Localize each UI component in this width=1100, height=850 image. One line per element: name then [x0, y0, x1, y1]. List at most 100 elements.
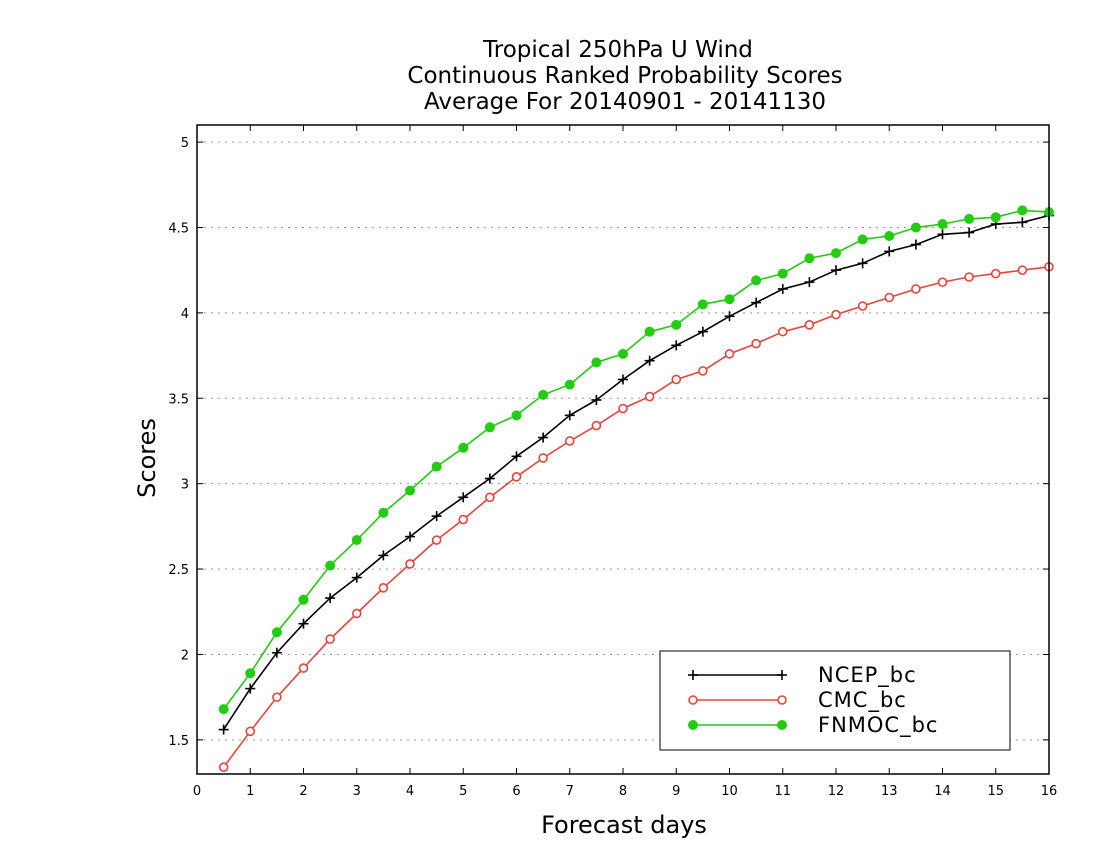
data-point-ncep-bc	[724, 311, 735, 322]
data-point-ncep-bc	[804, 277, 815, 288]
data-point-fnmoc-bc	[298, 594, 309, 605]
data-point-fnmoc-bc	[271, 627, 282, 638]
legend-label-ncep-bc: NCEP_bc	[818, 663, 917, 688]
legend-marker	[777, 695, 787, 705]
data-point-cmc-bc	[618, 403, 628, 414]
data-point-cmc-bc	[724, 349, 735, 359]
data-point-fnmoc-bc	[857, 234, 868, 245]
x-axis-label: Forecast days	[541, 811, 707, 839]
x-tick-label: 13	[881, 784, 898, 799]
data-point-fnmoc-bc	[990, 212, 1001, 223]
data-point-cmc-bc	[325, 634, 335, 644]
x-axis: 0 1 2 3 4 5 6 7 8 9 10 11 12 13 14 15 16	[193, 125, 1057, 799]
data-point-ncep-bc	[884, 246, 895, 257]
data-point-cmc-bc	[511, 472, 522, 482]
legend-marker	[777, 720, 787, 730]
x-tick-label: 5	[459, 784, 467, 799]
data-point-cmc-bc	[804, 320, 815, 330]
data-point-fnmoc-bc	[777, 268, 788, 279]
data-point-fnmoc-bc	[831, 248, 841, 259]
x-tick-label: 12	[828, 784, 845, 799]
data-point-cmc-bc	[911, 284, 921, 294]
data-point-cmc-bc	[937, 277, 948, 287]
y-tick-label: 5	[181, 136, 189, 151]
x-tick-label: 15	[987, 784, 1004, 799]
data-point-ncep-bc	[1017, 217, 1028, 228]
data-point-cmc-bc	[538, 453, 548, 463]
data-point-cmc-bc	[884, 292, 895, 303]
data-point-ncep-bc	[937, 229, 948, 240]
x-tick-label: 7	[566, 784, 574, 799]
y-tick-label: 2	[181, 648, 189, 663]
data-point-cmc-bc	[831, 309, 841, 320]
data-point-ncep-bc	[964, 227, 975, 238]
data-point-ncep-bc	[245, 683, 256, 694]
data-point-cmc-bc	[218, 762, 229, 772]
data-point-ncep-bc	[325, 593, 336, 604]
data-point-cmc-bc	[698, 366, 708, 376]
data-point-ncep-bc	[484, 473, 495, 484]
data-point-cmc-bc	[272, 692, 282, 702]
data-point-fnmoc-bc	[618, 348, 628, 359]
chart-title-line-2: Continuous Ranked Probability Scores	[407, 63, 842, 89]
x-tick-label: 3	[353, 784, 361, 799]
data-point-ncep-bc	[351, 572, 362, 583]
series-layer	[218, 205, 1054, 772]
data-point-fnmoc-bc	[218, 704, 229, 715]
data-point-cmc-bc	[751, 338, 761, 349]
data-point-cmc-bc	[591, 420, 602, 431]
data-point-cmc-bc	[857, 301, 868, 311]
x-tick-label: 2	[299, 784, 307, 799]
data-point-ncep-bc	[538, 432, 549, 443]
data-point-cmc-bc	[964, 272, 974, 282]
data-point-cmc-bc	[431, 535, 442, 545]
data-point-ncep-bc	[458, 492, 469, 503]
x-tick-label: 8	[619, 784, 627, 799]
y-axis: 1.5 2 2.5 3 3.5 4 4.5 5	[168, 136, 1049, 749]
data-point-ncep-bc	[644, 355, 655, 366]
y-tick-label: 1.5	[168, 734, 189, 749]
data-point-fnmoc-bc	[538, 389, 549, 400]
data-point-fnmoc-bc	[405, 485, 415, 496]
data-point-cmc-bc	[245, 726, 256, 737]
data-point-fnmoc-bc	[937, 219, 948, 230]
data-point-ncep-bc	[218, 724, 229, 735]
legend-marker	[688, 695, 698, 705]
x-tick-label: 14	[934, 784, 951, 799]
legend-marker	[688, 670, 698, 680]
data-point-ncep-bc	[591, 394, 602, 405]
legend-label-cmc-bc: CMC_bc	[818, 688, 907, 713]
data-point-ncep-bc	[697, 326, 708, 337]
x-tick-label: 11	[774, 784, 791, 799]
legend-entry-cmc-bc: CMC_bc	[688, 688, 907, 713]
data-point-ncep-bc	[910, 239, 921, 250]
series-line-fnmoc-bc	[222, 209, 1050, 710]
data-point-fnmoc-bc	[351, 535, 362, 546]
series-cmc-bc	[218, 261, 1054, 772]
data-point-ncep-bc	[405, 531, 415, 542]
series-line-ncep-bc	[222, 214, 1050, 731]
data-point-ncep-bc	[511, 451, 522, 462]
legend-marker	[688, 720, 698, 730]
data-point-cmc-bc	[564, 436, 575, 446]
x-tick-label: 9	[672, 784, 680, 799]
data-point-ncep-bc	[777, 283, 788, 294]
x-tick-label: 0	[193, 784, 201, 799]
y-axis-label: Scores	[133, 418, 161, 498]
data-point-fnmoc-bc	[458, 442, 469, 453]
data-point-cmc-bc	[405, 559, 415, 569]
data-point-fnmoc-bc	[671, 319, 682, 330]
y-tick-label: 4.5	[168, 221, 189, 236]
data-point-ncep-bc	[831, 265, 841, 276]
data-point-ncep-bc	[271, 647, 282, 658]
chart-title-line-3: Average For 20140901 - 20141130	[424, 89, 826, 115]
y-tick-label: 3	[181, 478, 189, 493]
x-tick-label: 4	[406, 784, 414, 799]
data-point-ncep-bc	[857, 258, 868, 269]
y-tick-label: 2.5	[168, 563, 189, 578]
data-point-ncep-bc	[431, 511, 442, 522]
x-tick-label: 10	[721, 784, 738, 799]
